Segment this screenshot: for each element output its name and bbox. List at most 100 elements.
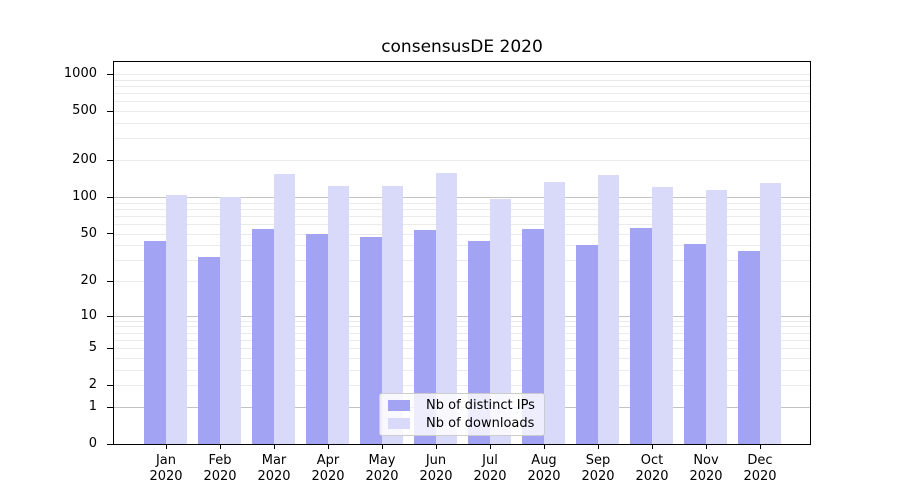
x-axis-tick: [490, 445, 491, 449]
gridline: [114, 74, 810, 75]
x-axis-tick: [328, 445, 329, 449]
legend-item-downloads: Nb of downloads: [388, 416, 536, 431]
downloads-swatch-icon: [388, 417, 410, 429]
y-axis-tick: [107, 444, 113, 445]
ips-bar-jan-2020: [144, 241, 166, 444]
downloads-bar-nov-2020: [705, 189, 727, 444]
gridline: [114, 357, 810, 359]
x-axis-tick: [760, 445, 761, 449]
ips-bar-oct-2020: [630, 227, 652, 444]
gridline: [114, 101, 810, 103]
y-axis-tick: [107, 74, 113, 75]
gridline: [114, 281, 810, 282]
downloads-bar-apr-2020: [327, 186, 349, 444]
x-tick-label: Aug 2020: [527, 453, 561, 484]
ips-bar-feb-2020: [198, 256, 220, 444]
x-tick-label: May 2020: [365, 453, 399, 484]
gridline: [114, 326, 810, 328]
gridline: [114, 223, 810, 225]
gridline: [114, 339, 810, 341]
gridline: [114, 233, 810, 235]
downloads-bar-sep-2020: [597, 175, 619, 444]
x-axis-tick: [706, 445, 707, 449]
plot-area: [114, 62, 810, 444]
gridline: [114, 123, 810, 124]
y-axis-tick: [107, 111, 113, 112]
y-axis-tick: [107, 385, 113, 386]
gridline: [114, 111, 810, 113]
y-axis-tick: [107, 160, 113, 161]
y-tick-label: 500: [72, 103, 97, 119]
gridline: [114, 260, 810, 262]
gridline: [114, 315, 810, 317]
gridline: [114, 348, 810, 350]
x-axis-tick: [166, 445, 167, 449]
gridline: [114, 385, 810, 387]
y-tick-label: 10: [80, 307, 97, 323]
gridline: [114, 86, 810, 87]
x-tick-label: Nov 2020: [689, 453, 723, 484]
gridline: [114, 79, 810, 81]
gridline: [114, 245, 810, 247]
x-tick-label: Feb 2020: [203, 453, 237, 484]
downloads-bar-aug-2020: [543, 181, 565, 444]
x-tick-label: Sep 2020: [581, 453, 615, 484]
x-axis-tick: [220, 445, 221, 449]
y-tick-label: 5: [88, 340, 97, 356]
gridline: [114, 215, 810, 217]
ips-swatch-icon: [388, 400, 410, 412]
y-tick-label: 0: [88, 436, 97, 451]
legend-label-downloads: Nb of downloads: [426, 415, 535, 431]
y-tick-label: 200: [72, 152, 97, 167]
x-axis-tick: [382, 445, 383, 449]
x-tick-label: Dec 2020: [743, 453, 777, 484]
downloads-bar-jun-2020: [435, 172, 457, 444]
gridline: [114, 320, 810, 322]
ips-bar-mar-2020: [252, 229, 274, 444]
x-tick-label: Mar 2020: [257, 453, 291, 484]
legend-label-ips: Nb of distinct IPs: [426, 398, 535, 414]
downloads-bar-dec-2020: [759, 183, 781, 444]
y-axis-tick: [107, 348, 113, 349]
y-tick-label: 50: [80, 225, 97, 241]
x-axis-tick: [274, 445, 275, 449]
y-tick-label: 2: [88, 377, 97, 393]
ips-bar-sep-2020: [576, 245, 598, 444]
downloads-bar-may-2020: [381, 186, 403, 444]
gridline: [114, 208, 810, 210]
downloads-bar-oct-2020: [651, 186, 673, 444]
y-tick-label: 1000: [63, 66, 97, 81]
y-axis-tick: [107, 407, 113, 408]
legend: Nb of distinct IPs Nb of downloads: [379, 393, 545, 436]
x-tick-label: Jul 2020: [473, 453, 507, 484]
x-axis-tick: [544, 445, 545, 449]
y-axis-tick: [107, 281, 113, 282]
downloads-bar-feb-2020: [219, 196, 241, 444]
y-tick-label: 20: [80, 273, 97, 288]
ips-bar-dec-2020: [738, 250, 760, 444]
x-tick-label: Oct 2020: [635, 453, 669, 484]
downloads-bar-jan-2020: [165, 194, 187, 444]
x-axis-tick: [598, 445, 599, 449]
x-tick-label: Jan 2020: [149, 453, 183, 484]
downloads-bar-jul-2020: [489, 199, 511, 444]
gridline: [114, 196, 810, 198]
x-tick-label: Apr 2020: [311, 453, 345, 484]
ips-bar-nov-2020: [684, 243, 706, 444]
x-tick-label: Jun 2020: [419, 453, 453, 484]
gridline: [114, 138, 810, 140]
chart-title: consensusDE 2020: [381, 37, 543, 57]
gridline: [114, 202, 810, 204]
y-axis-tick: [107, 197, 113, 198]
gridline: [114, 93, 810, 95]
ips-bar-aug-2020: [522, 229, 544, 444]
y-axis-tick: [107, 233, 113, 234]
downloads-bar-mar-2020: [273, 174, 295, 444]
x-axis-tick: [436, 445, 437, 449]
legend-item-distinct-ips: Nb of distinct IPs: [388, 398, 536, 413]
y-tick-label: 1: [88, 398, 97, 414]
x-axis-tick: [652, 445, 653, 449]
y-tick-label: 100: [72, 188, 97, 204]
y-axis-tick: [107, 316, 113, 317]
